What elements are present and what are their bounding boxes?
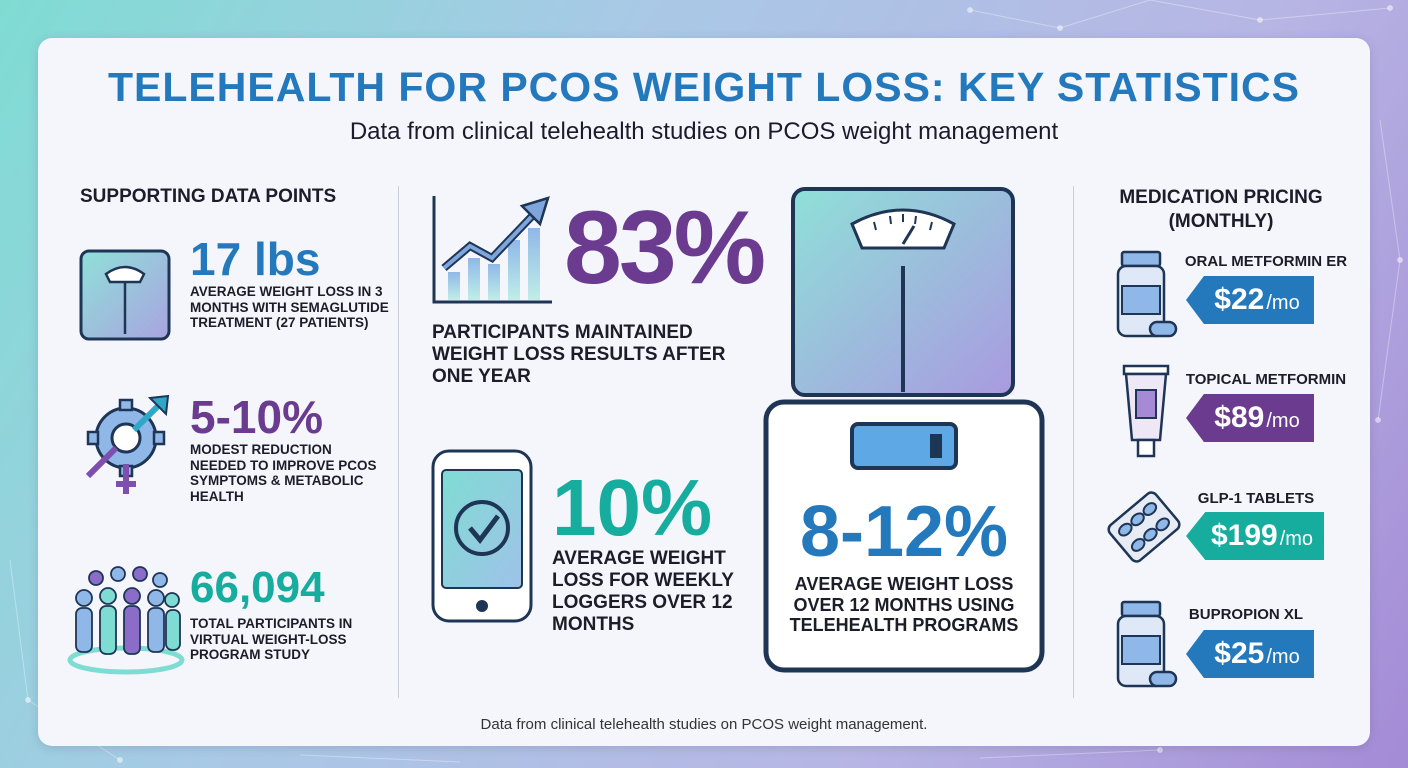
stat-value-weight-loss: 17 lbs bbox=[190, 233, 321, 285]
price-tag-oral-metformin: $22/mo bbox=[1186, 276, 1314, 324]
analog-scale-icon bbox=[791, 187, 1015, 397]
price-unit: /mo bbox=[1266, 645, 1300, 668]
price-bupropion-xl: $25 bbox=[1214, 637, 1265, 670]
price-unit: /mo bbox=[1266, 409, 1300, 432]
digital-scale-icon bbox=[763, 399, 1045, 673]
cream-tube-icon bbox=[1122, 364, 1170, 458]
blister-pack-icon bbox=[1107, 491, 1181, 563]
med-name-glp1-tablets: GLP-1 TABLETS bbox=[1197, 490, 1315, 507]
growth-chart-icon bbox=[432, 196, 552, 304]
pricing-heading: MEDICATION PRICING (MONTHLY) bbox=[1119, 187, 1323, 232]
scale-icon bbox=[79, 249, 171, 341]
stat-value-loggers: 10% bbox=[552, 463, 713, 552]
med-name-bupropion-xl: BUPROPION XL bbox=[1188, 606, 1304, 623]
page-subtitle: Data from clinical telehealth studies on… bbox=[349, 118, 1059, 145]
stat-text-telehealth: AVERAGE WEIGHT LOSS OVER 12 MONTHS USING… bbox=[789, 574, 1019, 636]
price-tag-bupropion-xl: $25/mo bbox=[1186, 630, 1314, 678]
gender-gear-icon bbox=[85, 394, 170, 494]
med-name-oral-metformin: ORAL METFORMIN ER bbox=[1184, 253, 1348, 270]
stat-text-maintained: PARTICIPANTS MAINTAINED WEIGHT LOSS RESU… bbox=[432, 322, 726, 387]
right-divider bbox=[1073, 186, 1074, 698]
stat-value-maintained: 83% bbox=[564, 190, 766, 306]
stat-value-participants: 66,094 bbox=[190, 563, 325, 612]
price-unit: /mo bbox=[1266, 291, 1300, 314]
price-tag-topical-metformin: $89/mo bbox=[1186, 394, 1314, 442]
stat-text-weight-loss: AVERAGE WEIGHT LOSS IN 3 MONTHS WITH SEM… bbox=[190, 284, 389, 331]
pill-bottle-icon bbox=[1116, 250, 1178, 338]
stat-text-participants: TOTAL PARTICIPANTS IN VIRTUAL WEIGHT-LOS… bbox=[190, 616, 353, 663]
stat-text-modest-reduction: MODEST REDUCTION NEEDED TO IMPROVE PCOS … bbox=[190, 442, 377, 504]
price-tag-glp1-tablets: $199/mo bbox=[1186, 512, 1324, 560]
price-glp1-tablets: $199 bbox=[1210, 519, 1278, 552]
pill-bottle-icon bbox=[1116, 600, 1178, 688]
price-unit: /mo bbox=[1279, 527, 1314, 550]
footnote: Data from clinical telehealth studies on… bbox=[480, 716, 928, 733]
phone-check-icon bbox=[431, 449, 533, 623]
people-group-icon bbox=[67, 566, 185, 675]
price-oral-metformin: $22 bbox=[1214, 283, 1265, 316]
infographic-card: TELEHEALTH FOR PCOS WEIGHT LOSS: KEY STA… bbox=[38, 38, 1370, 746]
left-divider bbox=[398, 186, 399, 698]
page-title: TELEHEALTH FOR PCOS WEIGHT LOSS: KEY STA… bbox=[108, 64, 1300, 110]
price-topical-metformin: $89 bbox=[1214, 401, 1265, 434]
stat-value-telehealth: 8-12% bbox=[799, 492, 1009, 572]
stat-text-loggers: AVERAGE WEIGHT LOSS FOR WEEKLY LOGGERS O… bbox=[552, 548, 734, 635]
stat-value-modest-reduction: 5-10% bbox=[190, 391, 323, 443]
med-name-topical-metformin: TOPICAL METFORMIN bbox=[1185, 371, 1347, 388]
supporting-heading: SUPPORTING DATA POINTS bbox=[80, 186, 337, 207]
